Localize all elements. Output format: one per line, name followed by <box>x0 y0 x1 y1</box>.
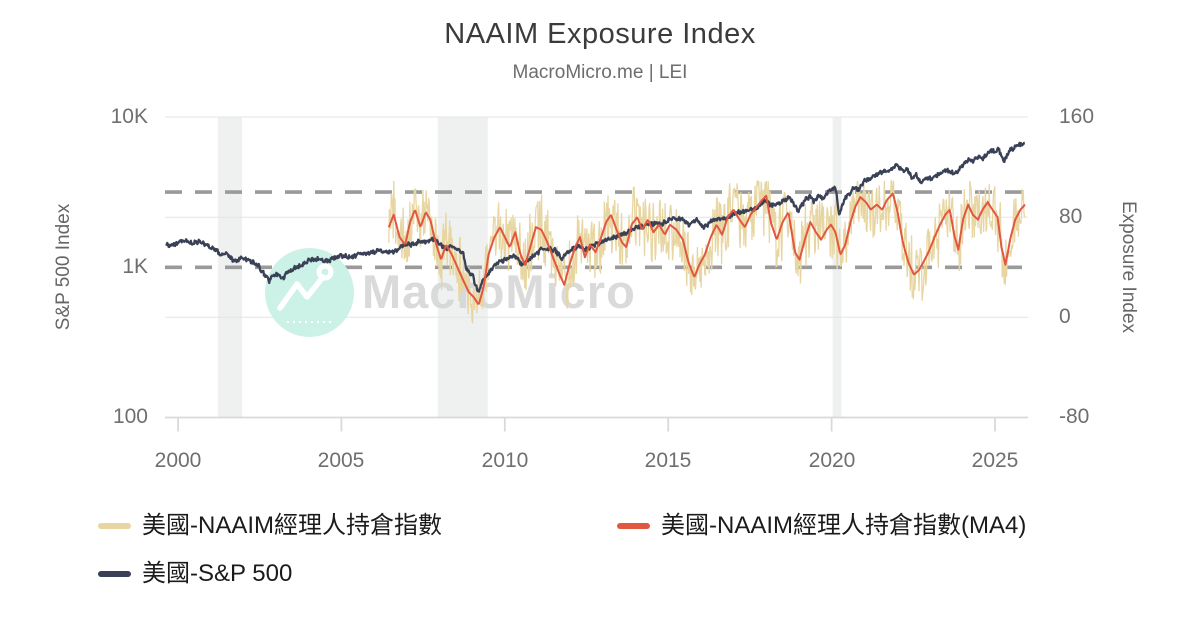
right-axis-tick-80: 80 <box>1059 205 1083 228</box>
watermark-text: MacroMicro <box>362 265 636 318</box>
legend-item-naaim[interactable]: 美國-NAAIM經理人持倉指數 <box>98 514 442 538</box>
left-axis-tick-100: 100 <box>112 405 148 428</box>
legend-label-sp500: 美國-S&P 500 <box>142 560 293 587</box>
left-axis-tick-10k: 10K <box>110 105 148 128</box>
right-axis-tick-neg-80: -80 <box>1059 405 1090 428</box>
legend-item-sp500[interactable]: 美國-S&P 500 <box>98 562 292 586</box>
x-axis-tick-2005: 2005 <box>317 449 365 472</box>
right-axis-tick-160: 160 <box>1059 105 1095 128</box>
legend-label-naaim: 美國-NAAIM經理人持倉指數 <box>142 512 442 539</box>
chart-title: NAAIM Exposure Index <box>444 18 756 50</box>
left-axis-tick-1k: 1K <box>122 255 148 278</box>
legend-label-naaim-ma4: 美國-NAAIM經理人持倉指數(MA4) <box>661 512 1027 539</box>
legend-item-naaim-ma4[interactable]: 美國-NAAIM經理人持倉指數(MA4) <box>617 514 1026 538</box>
legend-swatch-sp500 <box>98 571 131 577</box>
right-axis-tick-0: 0 <box>1059 305 1071 328</box>
x-axis-tick-2020: 2020 <box>808 449 856 472</box>
legend-swatch-naaim <box>98 523 131 529</box>
chart-subtitle: MacroMicro.me | LEI <box>512 62 688 83</box>
x-axis-tick-2015: 2015 <box>644 449 692 472</box>
x-axis-tick-2025: 2025 <box>971 449 1019 472</box>
legend-swatch-naaim-ma4 <box>617 523 650 529</box>
x-axis-tick-2010: 2010 <box>481 449 529 472</box>
macromicro-logo-icon <box>265 248 354 337</box>
x-axis-tick-2000: 2000 <box>154 449 202 472</box>
